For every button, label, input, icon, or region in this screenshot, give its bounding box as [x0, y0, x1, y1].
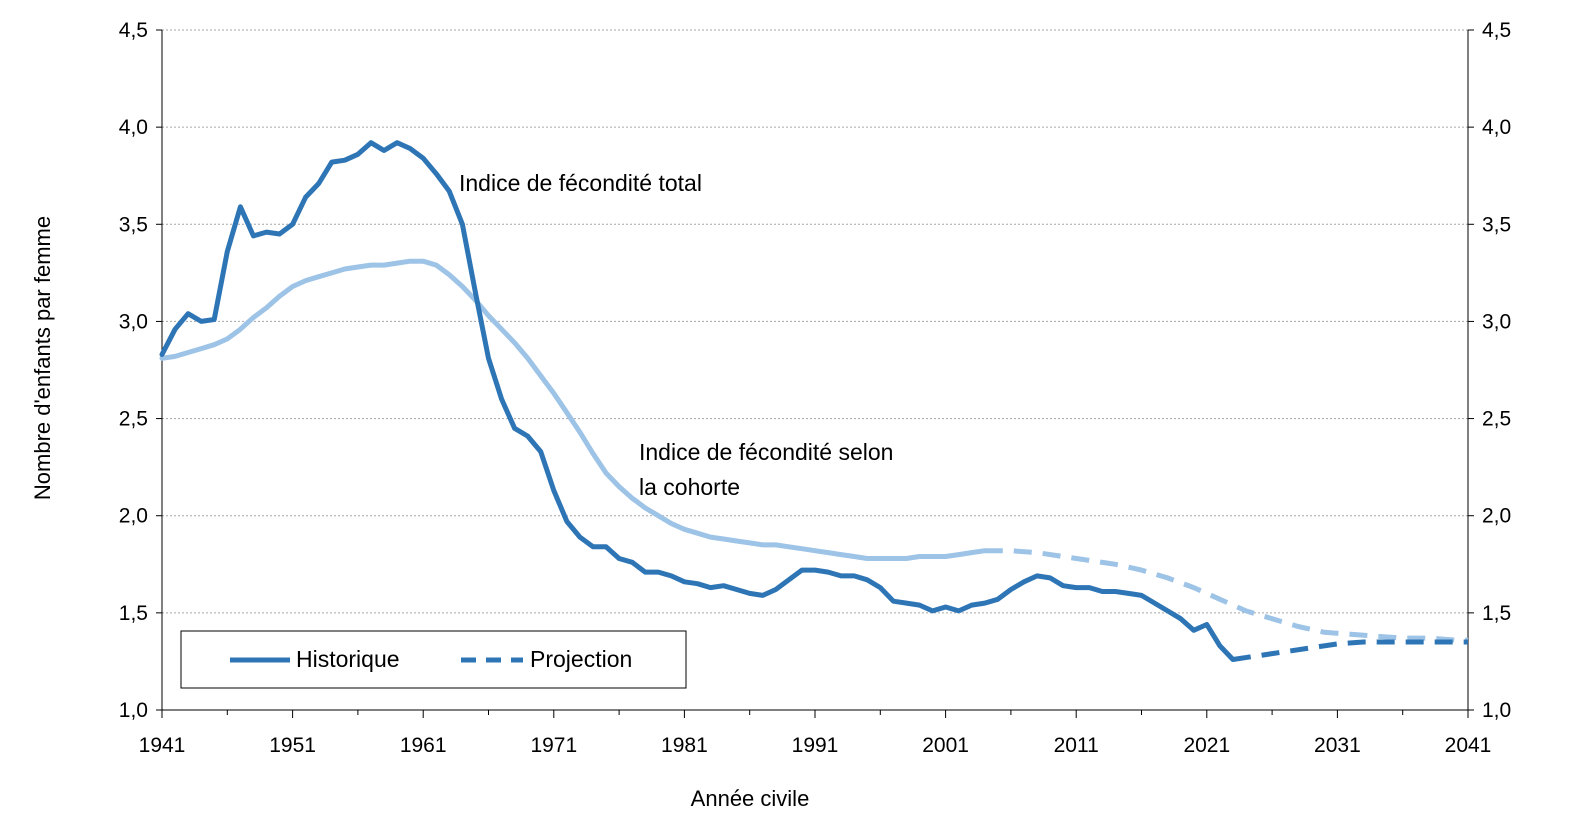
y-axis-title: Nombre d'enfants par femme	[30, 216, 55, 500]
x-axis-ticks: 1941 1951 1961 1971 1981 1991 2001 2011 2021 2031…	[139, 710, 1492, 757]
y-tick-label-right: 1,0	[1482, 699, 1511, 722]
gridlines	[162, 29, 1468, 614]
y-axis-left-ticks: 1,0 1,5 2,0 2,5 3,0 3,5 4,0 4,5	[119, 19, 162, 722]
x-tick-label: 1951	[269, 734, 316, 757]
y-axis-right-ticks: 1,0 1,5 2,0 2,5 3,0 3,5 4,0 4,5	[1468, 19, 1511, 722]
x-tick-label: 2021	[1183, 734, 1230, 757]
annotation-cohort-line1: Indice de fécondité selon	[639, 439, 893, 465]
annotation-tfr: Indice de fécondité total	[459, 170, 702, 196]
series-tfr-historique	[159, 140, 1236, 662]
x-tick-label: 2031	[1314, 734, 1361, 757]
y-tick-label-right: 4,5	[1482, 19, 1511, 42]
x-tick-label: 2001	[922, 734, 969, 757]
series-tfr-projection	[1232, 639, 1468, 662]
y-tick-label: 4,0	[119, 116, 148, 139]
x-tick-label: 1981	[661, 734, 708, 757]
annotation-cohort-line2: la cohorte	[639, 474, 740, 500]
legend: Historique Projection	[180, 630, 687, 689]
y-tick-label: 4,5	[119, 19, 148, 42]
y-tick-label-right: 2,5	[1482, 408, 1511, 431]
y-tick-label: 1,5	[119, 602, 148, 625]
legend-historique-label: Historique	[296, 646, 400, 672]
y-tick-label-right: 3,0	[1482, 310, 1511, 333]
x-tick-label: 1971	[530, 734, 577, 757]
series-lines	[159, 140, 1468, 662]
y-tick-label: 3,0	[119, 310, 148, 333]
y-tick-label-right: 1,5	[1482, 602, 1511, 625]
series-cohort-projection	[984, 548, 1468, 643]
x-tick-label: 1941	[139, 734, 186, 757]
y-tick-label: 2,0	[119, 505, 148, 528]
legend-projection-label: Projection	[530, 646, 632, 672]
series-cohort-historique	[159, 258, 988, 561]
x-axis-title: Année civile	[691, 786, 810, 811]
y-tick-label-right: 2,0	[1482, 505, 1511, 528]
y-tick-label: 2,5	[119, 408, 148, 431]
x-tick-label: 1961	[400, 734, 447, 757]
y-tick-label: 1,0	[119, 699, 148, 722]
x-tick-label: 1991	[792, 734, 839, 757]
y-tick-label-right: 4,0	[1482, 116, 1511, 139]
x-tick-label: 2041	[1445, 734, 1492, 757]
x-tick-label: 2011	[1054, 734, 1099, 757]
y-tick-label-right: 3,5	[1482, 213, 1511, 236]
axes	[161, 30, 1469, 711]
y-tick-label: 3,5	[119, 213, 148, 236]
